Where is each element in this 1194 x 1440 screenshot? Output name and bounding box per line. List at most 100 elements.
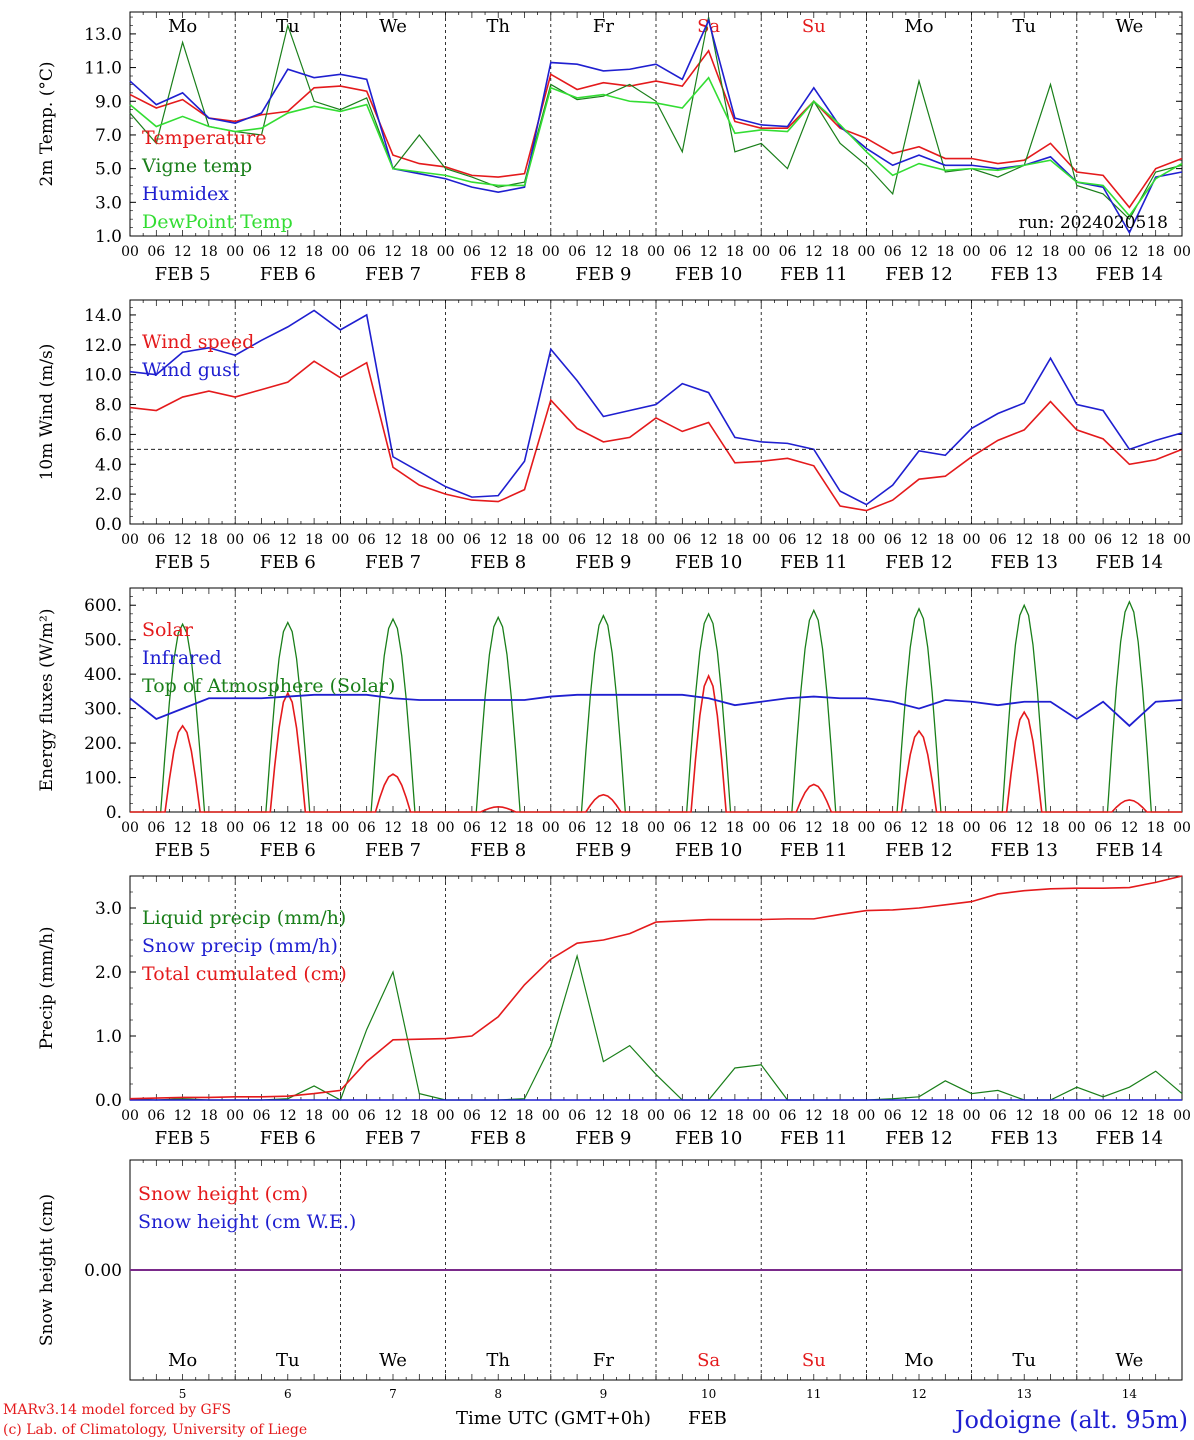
hour-tick-label: 18 <box>936 820 954 836</box>
hour-tick-label: 18 <box>1147 244 1165 260</box>
hour-tick-label: 12 <box>594 1108 612 1124</box>
hour-tick-label: 18 <box>621 532 639 548</box>
hour-tick-label: 12 <box>594 244 612 260</box>
hour-tick-label: 12 <box>1015 1108 1033 1124</box>
day-name-top: Fr <box>593 16 614 37</box>
y-tick-label: 3.0 <box>95 899 122 919</box>
date-number: 7 <box>389 1387 397 1401</box>
date-label: FEB 12 <box>885 1128 952 1149</box>
hour-tick-label: 18 <box>726 244 744 260</box>
hour-tick-label: 06 <box>147 244 165 260</box>
series-line-0 <box>129 360 1183 512</box>
hour-tick-label: 12 <box>594 820 612 836</box>
hour-tick-label: 06 <box>463 244 481 260</box>
y-tick-label: 2.0 <box>95 485 122 505</box>
day-name-top: Tu <box>1012 16 1036 37</box>
hour-tick-label: 18 <box>1147 820 1165 836</box>
date-label: FEB 10 <box>675 552 742 573</box>
y-tick-label: 200. <box>84 734 122 754</box>
hour-tick-label: 00 <box>647 532 665 548</box>
date-number: 12 <box>911 1387 926 1401</box>
solar-series <box>130 673 1182 813</box>
hour-tick-label: 00 <box>963 820 981 836</box>
hour-tick-label: 06 <box>989 244 1007 260</box>
date-label: FEB 6 <box>260 1128 316 1149</box>
hour-tick-label: 12 <box>1015 244 1033 260</box>
hour-tick-label: 00 <box>963 244 981 260</box>
hour-tick-label: 18 <box>831 532 849 548</box>
hour-tick-label: 06 <box>673 1108 691 1124</box>
date-number: 6 <box>284 1387 292 1401</box>
date-label: FEB 6 <box>260 264 316 285</box>
hour-tick-label: 00 <box>1173 1108 1191 1124</box>
y-tick-label: 5.0 <box>95 160 122 180</box>
series-line-1 <box>129 16 1183 221</box>
day-name-top: Mo <box>904 16 933 37</box>
y-tick-label: 100. <box>84 769 122 789</box>
hour-tick-label: 12 <box>700 820 718 836</box>
hour-tick-label: 00 <box>647 1108 665 1124</box>
date-label: FEB 14 <box>1096 1128 1163 1149</box>
date-label: FEB 5 <box>155 1128 211 1149</box>
hour-tick-label: 12 <box>1015 820 1033 836</box>
hour-tick-label: 06 <box>673 532 691 548</box>
hour-tick-label: 18 <box>621 244 639 260</box>
y-tick-label: 400. <box>84 665 122 685</box>
hour-tick-label: 06 <box>1094 532 1112 548</box>
hour-tick-label: 06 <box>358 244 376 260</box>
hour-tick-label: 18 <box>516 532 534 548</box>
hour-tick-label: 18 <box>831 244 849 260</box>
hour-tick-label: 18 <box>936 1108 954 1124</box>
day-name-top: We <box>379 16 407 37</box>
hour-tick-label: 12 <box>1015 532 1033 548</box>
date-label: FEB 8 <box>470 552 526 573</box>
hour-tick-label: 00 <box>752 820 770 836</box>
hour-tick-label: 00 <box>1068 1108 1086 1124</box>
hour-tick-label: 06 <box>568 244 586 260</box>
hour-tick-label: 00 <box>647 820 665 836</box>
hour-tick-label: 06 <box>779 244 797 260</box>
date-label: FEB 12 <box>885 552 952 573</box>
hour-tick-label: 00 <box>226 1108 244 1124</box>
hour-tick-label: 06 <box>884 1108 902 1124</box>
date-label: FEB 11 <box>780 840 847 861</box>
y-tick-label: 2.0 <box>95 963 122 983</box>
hour-tick-label: 06 <box>779 820 797 836</box>
hour-tick-label: 18 <box>410 1108 428 1124</box>
date-number: 9 <box>600 1387 608 1401</box>
hour-tick-label: 12 <box>1120 244 1138 260</box>
hour-tick-label: 00 <box>331 820 349 836</box>
hour-tick-label: 06 <box>884 532 902 548</box>
hour-tick-label: 00 <box>752 1108 770 1124</box>
hour-tick-label: 00 <box>963 1108 981 1124</box>
day-name-bottom: Mo <box>168 1350 197 1371</box>
hour-tick-label: 00 <box>437 244 455 260</box>
y-tick-label: 13.0 <box>84 25 122 45</box>
hour-tick-label: 00 <box>857 532 875 548</box>
legend-entry: DewPoint Temp <box>142 211 293 233</box>
hour-tick-label: 12 <box>1120 1108 1138 1124</box>
legend-entry: Solar <box>142 619 194 641</box>
hour-tick-label: 00 <box>1173 244 1191 260</box>
hour-tick-label: 06 <box>1094 244 1112 260</box>
date-label: FEB 8 <box>470 840 526 861</box>
hour-tick-label: 12 <box>1120 532 1138 548</box>
hour-tick-label: 00 <box>121 1108 139 1124</box>
hour-tick-label: 12 <box>384 820 402 836</box>
day-name-bottom: We <box>379 1350 407 1371</box>
hour-tick-label: 00 <box>121 532 139 548</box>
hour-tick-label: 12 <box>910 244 928 260</box>
hour-tick-label: 06 <box>1094 1108 1112 1124</box>
date-number: 8 <box>494 1387 502 1401</box>
hour-tick-label: 06 <box>989 820 1007 836</box>
date-label: FEB 8 <box>470 1128 526 1149</box>
hour-tick-label: 06 <box>1094 820 1112 836</box>
day-name-bottom: Sa <box>697 1350 720 1371</box>
hour-tick-label: 00 <box>542 820 560 836</box>
hour-tick-label: 00 <box>1068 244 1086 260</box>
y-tick-label: 1.0 <box>95 1027 122 1047</box>
hour-tick-label: 06 <box>568 1108 586 1124</box>
y-tick-label: 9.0 <box>95 92 122 112</box>
hour-tick-label: 00 <box>121 244 139 260</box>
date-number: 10 <box>701 1387 716 1401</box>
